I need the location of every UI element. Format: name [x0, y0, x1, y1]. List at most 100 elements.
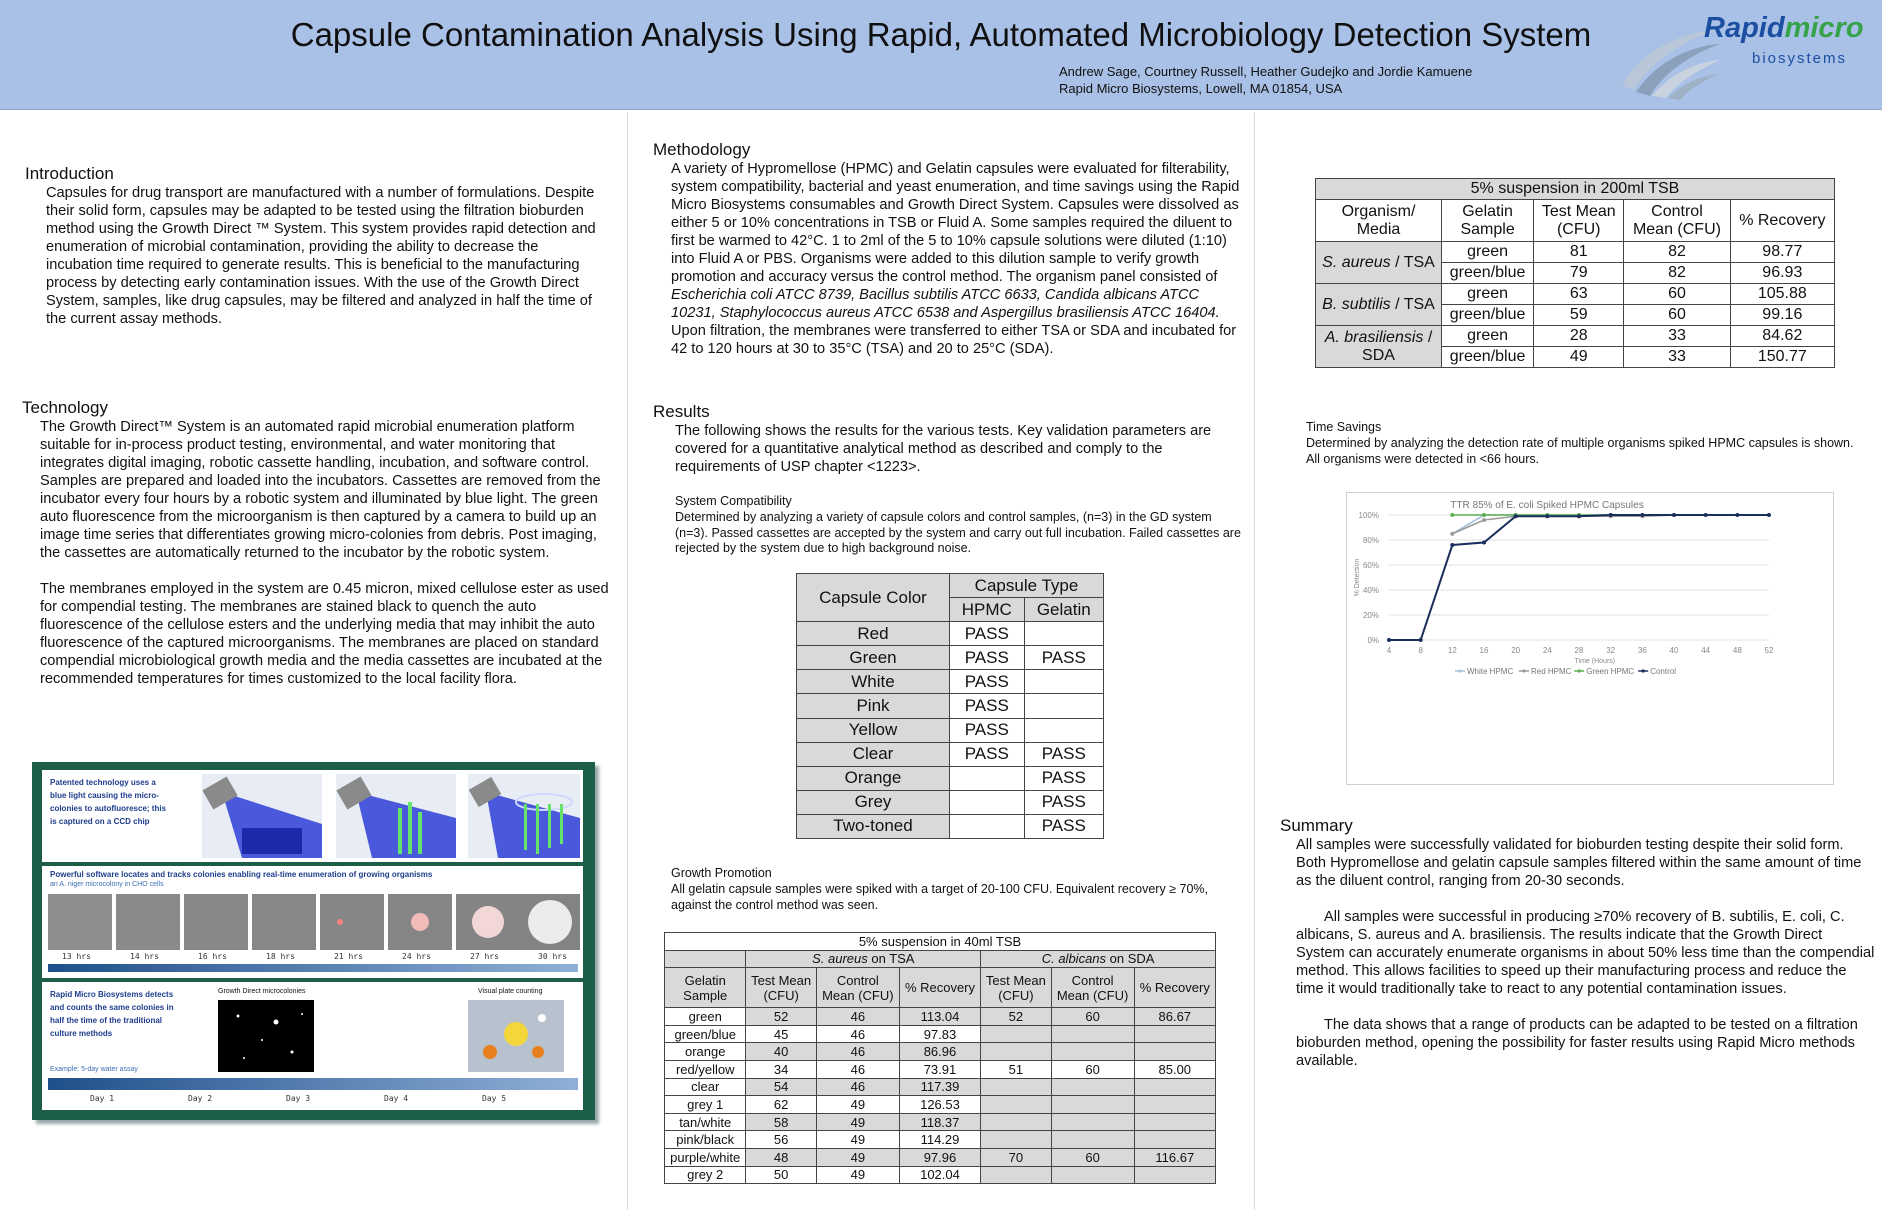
- table-row: orange 40 46 86.96: [663, 1042, 1217, 1061]
- cell-a-rec: 118.37: [898, 1112, 982, 1132]
- x-tick-label: 28: [1575, 646, 1584, 655]
- organism-name: C. albicans: [1041, 951, 1107, 967]
- cell-hpmc: [949, 789, 1025, 815]
- header-line: Control: [836, 972, 879, 988]
- cell-b-rec: [1133, 1077, 1217, 1097]
- cell-rec: 98.77: [1729, 241, 1836, 263]
- cell-gelatin: [1023, 669, 1104, 695]
- table-row: S. aureus / TSA green 81 82 98.77: [1315, 241, 1836, 284]
- text-line: Escherichia coli ATCC 8739, Bacillus sub…: [671, 287, 1200, 303]
- legend-label: Control: [1650, 667, 1676, 676]
- table-row: grey 1 62 49 126.53: [663, 1095, 1217, 1114]
- data-point: [1513, 514, 1518, 519]
- cell-a-test: 54: [745, 1077, 817, 1097]
- cell-gelatin: PASS: [1023, 789, 1104, 815]
- cell-b-ctrl: 60: [1050, 1007, 1135, 1026]
- text-line: Micro Biosystems consumables and Growth …: [671, 197, 1239, 213]
- logo-swoosh-icon: [1622, 30, 1720, 100]
- table-row: green/blue 45 46 97.83: [663, 1024, 1217, 1044]
- cell-hpmc: PASS: [949, 717, 1025, 743]
- table-caption: 5% suspension in 200ml TSB: [1315, 178, 1835, 200]
- header-line: Test Mean: [1541, 202, 1616, 220]
- text-line: Both Hypromellose and gelatin capsule sa…: [1296, 855, 1862, 871]
- cell-sample: green: [663, 1007, 747, 1026]
- series-line-red-hpmc: [1452, 514, 1675, 535]
- text-line: half the time of the traditional: [50, 1016, 163, 1025]
- cell-a-rec: 126.53: [898, 1095, 982, 1114]
- cell-sample: green/blue: [663, 1024, 747, 1044]
- cell-capsule-color: Two-toned: [796, 813, 950, 840]
- header-line: Gelatin: [684, 972, 726, 988]
- header-line: Media: [1356, 220, 1401, 238]
- table-row: Grey PASS: [796, 789, 1104, 815]
- column-divider: [1254, 112, 1255, 1210]
- methodology-heading: Methodology: [653, 140, 751, 159]
- cell-a-ctrl: 49: [815, 1095, 900, 1114]
- figure-example-label: Example: 5-day water assay: [50, 1066, 138, 1073]
- y-tick-label: 100%: [1359, 511, 1379, 520]
- cell-rec: 99.16: [1729, 304, 1836, 326]
- time-label: 30 hrs: [538, 952, 567, 961]
- plate-count-image: [468, 1000, 564, 1072]
- x-tick-label: 24: [1543, 646, 1552, 655]
- header-line: Test Mean: [751, 972, 812, 988]
- header-line: Sample: [683, 987, 728, 1003]
- cell-a-ctrl: 46: [815, 1042, 900, 1061]
- header-gelatin-sample: Gelatin Sample: [663, 967, 747, 1009]
- figure-panel-text: Rapid Micro Biosystems detects and count…: [50, 988, 174, 1040]
- text-line: Determined by analyzing the detection ra…: [1306, 436, 1854, 450]
- text-line: All samples were successfully validated …: [1296, 837, 1844, 853]
- growth-promotion-heading: Growth Promotion: [671, 866, 772, 880]
- day-timeline-arrow: [48, 1078, 578, 1090]
- text-line: All organisms were detected in <66 hours…: [1306, 451, 1540, 466]
- text-line: as the diluent control, ranging from 20-…: [1296, 873, 1625, 889]
- header-gelatin-sample: Gelatin Sample: [1440, 199, 1535, 242]
- cell-test: 59: [1533, 304, 1625, 326]
- text-line: The membranes employed in the system are…: [40, 581, 609, 597]
- cell-rec: 96.93: [1729, 262, 1836, 284]
- text-line: fluorescence of the captured microorgani…: [40, 635, 599, 651]
- cell-b-rec: [1133, 1130, 1217, 1149]
- figure-panel-comparison: Rapid Micro Biosystems detects and count…: [42, 982, 583, 1110]
- cell-test: 49: [1533, 346, 1625, 368]
- media-name: /: [1423, 328, 1433, 346]
- text-line: the cassettes are automatically returned…: [40, 545, 550, 561]
- cell-a-test: 45: [745, 1024, 817, 1044]
- technology-text: The Growth Direct™ System is an automate…: [40, 418, 609, 688]
- cell-gelatin: PASS: [1023, 813, 1104, 840]
- cell-capsule-color: Red: [796, 621, 950, 647]
- legend-marker: [1522, 669, 1526, 673]
- organism-name: S. aureus: [812, 951, 868, 967]
- table-row: green/blue 49 33 150.77: [1316, 346, 1836, 368]
- organism-name: B. subtilis: [1322, 295, 1391, 313]
- table-row: Clear PASS PASS: [796, 741, 1104, 767]
- table-row: green 52 46 113.04 52 60 86.67: [663, 1007, 1217, 1026]
- timeline-arrow: [48, 964, 578, 972]
- header-recovery: % Recovery: [1133, 967, 1217, 1009]
- cell-gelatin: PASS: [1023, 765, 1104, 791]
- data-point: [1482, 518, 1486, 522]
- cell-a-ctrl: 46: [815, 1077, 900, 1097]
- text-line: suitable for in-process product testing,…: [40, 437, 556, 453]
- x-tick-label: 20: [1511, 646, 1520, 655]
- text-line: Determined by analyzing a variety of cap…: [675, 510, 1212, 524]
- table-group-row: S. aureus on TSA C. albicans on SDA: [663, 949, 1216, 969]
- text-line: (n=3). Passed cassettes are accepted by …: [675, 525, 1241, 540]
- cell-capsule-color: Yellow: [796, 717, 950, 743]
- data-point: [1608, 513, 1613, 517]
- cell-a-ctrl: 46: [815, 1059, 900, 1079]
- cell-hpmc: [949, 813, 1025, 840]
- text-line: against the control method was seen.: [671, 897, 879, 912]
- table-header-row: Gelatin Sample Test Mean (CFU) Control Mean…: [663, 967, 1217, 1009]
- technology-heading: Technology: [22, 398, 109, 417]
- chart-title: TTR 85% of E. coli Spiked HPMC Capsules: [1450, 500, 1643, 511]
- cell-sample: green/blue: [1440, 346, 1535, 368]
- cell-b-test: [980, 1095, 1052, 1114]
- cell-capsule-color: Orange: [796, 765, 950, 791]
- cell-sample: green: [1440, 241, 1535, 263]
- cell-a-test: 40: [745, 1042, 817, 1061]
- table-row: red/yellow 34 46 73.91 51 60 85.00: [663, 1059, 1217, 1079]
- header-line: Organism/: [1341, 202, 1416, 220]
- data-point: [1735, 513, 1740, 517]
- day-label: Day 4: [384, 1094, 409, 1103]
